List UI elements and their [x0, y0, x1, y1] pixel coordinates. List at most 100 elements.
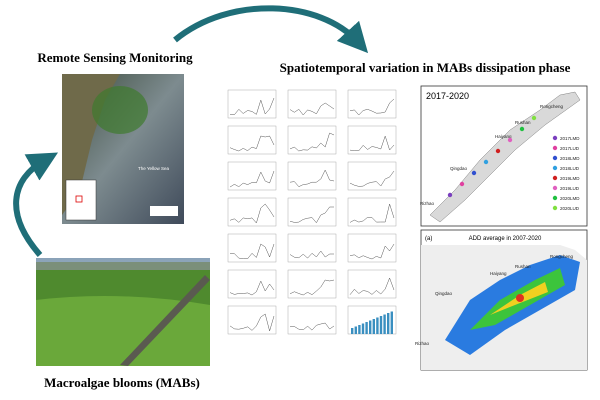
place-label: Haiyang	[490, 271, 507, 276]
mini-bar	[369, 320, 372, 334]
legend-marker	[552, 205, 558, 211]
mini-bar	[358, 325, 361, 334]
mini-bar	[383, 314, 386, 334]
mini-line	[289, 322, 335, 331]
map-bottom: (a) ADD average in 2007-2020	[420, 229, 588, 371]
section-title: Remote Sensing Monitoring	[37, 50, 193, 65]
mini-line	[349, 243, 395, 260]
mini-plot-frame	[227, 197, 277, 227]
legend-label: 2019LUD	[560, 186, 580, 191]
mini-bar	[365, 322, 368, 334]
mini-plot-frame	[287, 89, 337, 119]
place-label: Rizhao	[420, 201, 435, 206]
mini-plot-frame	[227, 305, 277, 335]
legend-label: 2019LMD	[560, 176, 580, 181]
mini-bar	[354, 326, 357, 334]
mini-line	[289, 279, 335, 296]
section-title: Spatiotemporal variation in MABs dissipa…	[280, 60, 571, 75]
legend-marker	[552, 175, 558, 181]
mini-line	[349, 170, 395, 187]
track-point	[531, 115, 537, 121]
mini-line	[230, 97, 275, 115]
mini-line	[349, 203, 395, 223]
map-title: 2017-2020	[426, 91, 469, 101]
legend-label: 2018LMD	[560, 156, 580, 161]
mini-plot-frame	[227, 269, 277, 299]
mini-line	[349, 277, 395, 295]
mini-line	[289, 206, 334, 224]
mini-plot-frame	[347, 197, 397, 227]
mini-bar	[376, 317, 379, 334]
mini-bar	[351, 328, 354, 334]
mini-line	[289, 169, 335, 188]
mini-plot-frame	[287, 197, 337, 227]
place-label: Rushan	[515, 264, 531, 269]
mini-plot-frame	[287, 305, 337, 335]
legend-marker	[552, 185, 558, 191]
mini-bar	[379, 316, 383, 334]
legend-marker	[552, 195, 558, 201]
place-label: Qingdao	[450, 166, 468, 171]
mini-plot-frame	[347, 161, 397, 191]
legend-marker	[552, 145, 558, 151]
mini-line	[289, 250, 334, 259]
mini-line	[229, 313, 275, 332]
legend-marker	[552, 135, 558, 141]
legend-label: 2017LMD	[560, 136, 580, 141]
mini-plot-frame	[287, 233, 337, 263]
mini-line	[289, 102, 335, 116]
track-point	[495, 148, 501, 154]
mini-line	[289, 132, 335, 152]
track-point	[483, 159, 489, 165]
mini-plot-frame	[287, 269, 337, 299]
mini-bar	[387, 313, 390, 334]
satellite-image: The Yellow Sea	[62, 74, 184, 224]
mini-plot-frame	[347, 269, 397, 299]
mini-plot-frame	[227, 233, 277, 263]
mini-plot-frame	[347, 125, 397, 155]
mini-bar	[372, 319, 375, 334]
mini-bar	[390, 311, 393, 334]
arrow	[13, 152, 59, 257]
mini-plots	[227, 89, 397, 335]
legend-label: 2018LUD	[560, 166, 580, 171]
track-point	[447, 192, 453, 198]
map-bottom-labels: Rongcheng Rushan Haiyang Qingdao Rizhao	[415, 254, 574, 346]
legend-label: 2020LUD	[560, 206, 580, 211]
place-label: Rongcheng	[540, 104, 564, 109]
legend-marker	[552, 155, 558, 161]
mini-bar	[361, 323, 365, 334]
place-label: Haiyang	[495, 134, 512, 139]
mini-line	[349, 135, 395, 151]
mini-line	[229, 135, 275, 152]
mini-plot-frame	[227, 125, 277, 155]
photo	[36, 258, 210, 366]
mini-plot-frame	[287, 125, 337, 155]
mini-plot-frame	[347, 233, 397, 263]
place-label: Rushan	[515, 120, 531, 125]
track-point	[459, 181, 465, 187]
map-top-labels: Rongcheng Rushan Haiyang Qingdao Rizhao 2017L…	[420, 104, 580, 211]
mini-plot-frame	[347, 89, 397, 119]
track-point	[507, 137, 513, 143]
mini-line	[229, 203, 275, 224]
legend-label: 2020LMD	[560, 196, 580, 201]
section-title: Macroalgae blooms (MABs)	[44, 375, 200, 390]
map-title: ADD average in 2007-2020	[469, 236, 542, 242]
track-point	[471, 170, 477, 176]
legend-marker	[552, 165, 558, 171]
sea-label: The Yellow Sea	[138, 166, 170, 171]
mini-line	[229, 280, 275, 296]
mini-plot-frame	[227, 161, 277, 191]
mini-line	[229, 170, 275, 188]
place-label: Rongcheng	[550, 254, 574, 259]
track-point	[519, 126, 525, 132]
place-label: Qingdao	[435, 291, 453, 296]
legend-label: 2017LUD	[560, 146, 580, 151]
panel-label: (a)	[425, 236, 432, 242]
arrow	[173, 5, 369, 54]
mini-plot-frame	[287, 161, 337, 191]
place-label: Rizhao	[415, 341, 430, 346]
mini-plot-frame	[227, 89, 277, 119]
